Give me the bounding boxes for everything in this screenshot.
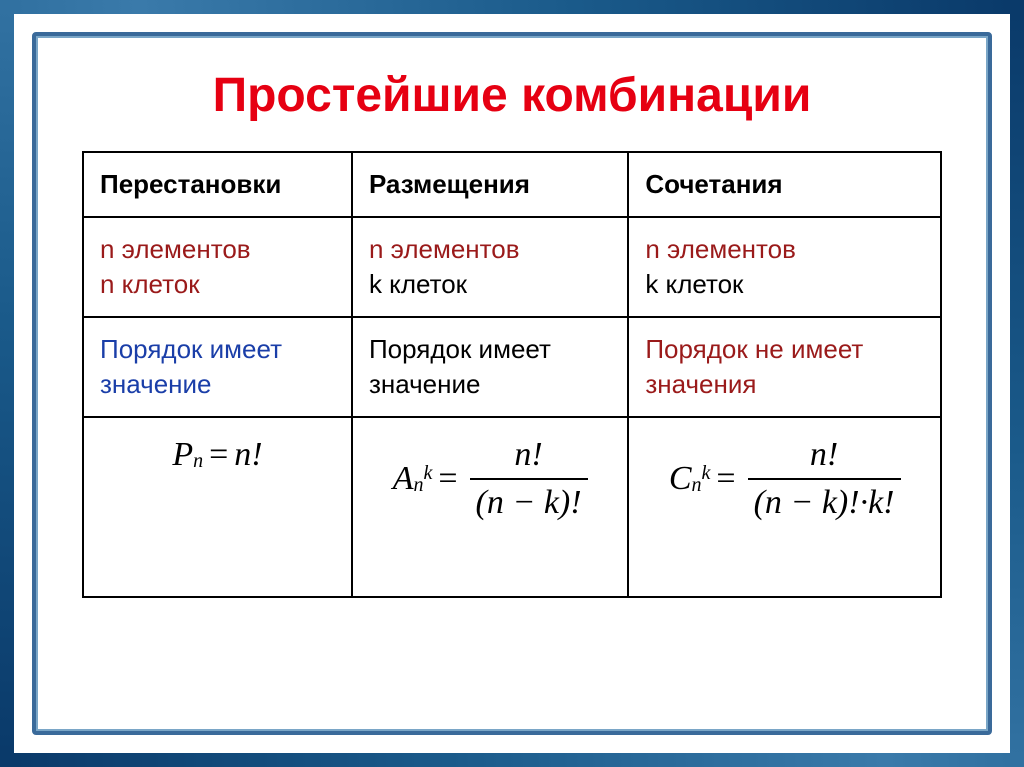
cell-perm-formula: Pn = n! xyxy=(83,417,352,597)
cell-comb-order: Порядок не имеет значения xyxy=(628,317,941,417)
equals-sign: = xyxy=(209,432,228,478)
cell-comb-elements: n элементов k клеток xyxy=(628,217,941,317)
fraction-denominator: (n − k)!·k! xyxy=(748,478,901,526)
cell-arr-order: Порядок имеет значение xyxy=(352,317,628,417)
equals-sign: = xyxy=(716,456,735,502)
formula-arrangement: Ank = n! (n − k)! xyxy=(393,432,588,526)
formula-rhs: n! xyxy=(234,432,262,478)
equals-sign: = xyxy=(438,456,457,502)
table-row: Порядок имеет значение Порядок имеет зна… xyxy=(83,317,941,417)
fraction-numerator: n! xyxy=(508,432,548,478)
cell-comb-formula: Cnk = n! (n − k)!·k! xyxy=(628,417,941,597)
formula-symbol: P xyxy=(172,432,193,478)
formula-sup: k xyxy=(702,460,711,487)
combinations-table: Перестановки Размещения Сочетания n элем… xyxy=(82,151,942,598)
cells-line: k клеток xyxy=(369,269,467,299)
formula-sub: n xyxy=(413,472,423,499)
formula-sub: n xyxy=(193,448,203,475)
table-row: n элементов n клеток n элементов k клето… xyxy=(83,217,941,317)
elements-line: n элементов xyxy=(645,234,796,264)
cell-perm-elements: n элементов n клеток xyxy=(83,217,352,317)
fraction: n! (n − k)! xyxy=(470,432,588,526)
formula-sub: n xyxy=(692,472,702,499)
cell-arr-elements: n элементов k клеток xyxy=(352,217,628,317)
col-header-arrangements: Размещения xyxy=(352,152,628,217)
table-row: Pn = n! Ank = n! (n − k)! xyxy=(83,417,941,597)
table-row: Перестановки Размещения Сочетания xyxy=(83,152,941,217)
slide-card: Простейшие комбинации Перестановки Разме… xyxy=(32,32,992,735)
cell-perm-order: Порядок имеет значение xyxy=(83,317,352,417)
col-header-permutations: Перестановки xyxy=(83,152,352,217)
fraction-numerator: n! xyxy=(804,432,844,478)
fraction-denominator: (n − k)! xyxy=(470,478,588,526)
formula-permutation: Pn = n! xyxy=(172,432,262,478)
slide-frame: Простейшие комбинации Перестановки Разме… xyxy=(0,0,1024,767)
elements-line: n элементов xyxy=(369,234,520,264)
slide-title: Простейшие комбинации xyxy=(213,68,812,123)
formula-combination: Cnk = n! (n − k)!·k! xyxy=(669,432,901,526)
cell-arr-formula: Ank = n! (n − k)! xyxy=(352,417,628,597)
cells-line: n клеток xyxy=(100,269,200,299)
formula-symbol: A xyxy=(393,456,414,502)
formula-symbol: C xyxy=(669,456,692,502)
elements-line: n элементов xyxy=(100,234,251,264)
formula-sup: k xyxy=(423,460,432,487)
cells-line: k клеток xyxy=(645,269,743,299)
col-header-combinations: Сочетания xyxy=(628,152,941,217)
fraction: n! (n − k)!·k! xyxy=(748,432,901,526)
